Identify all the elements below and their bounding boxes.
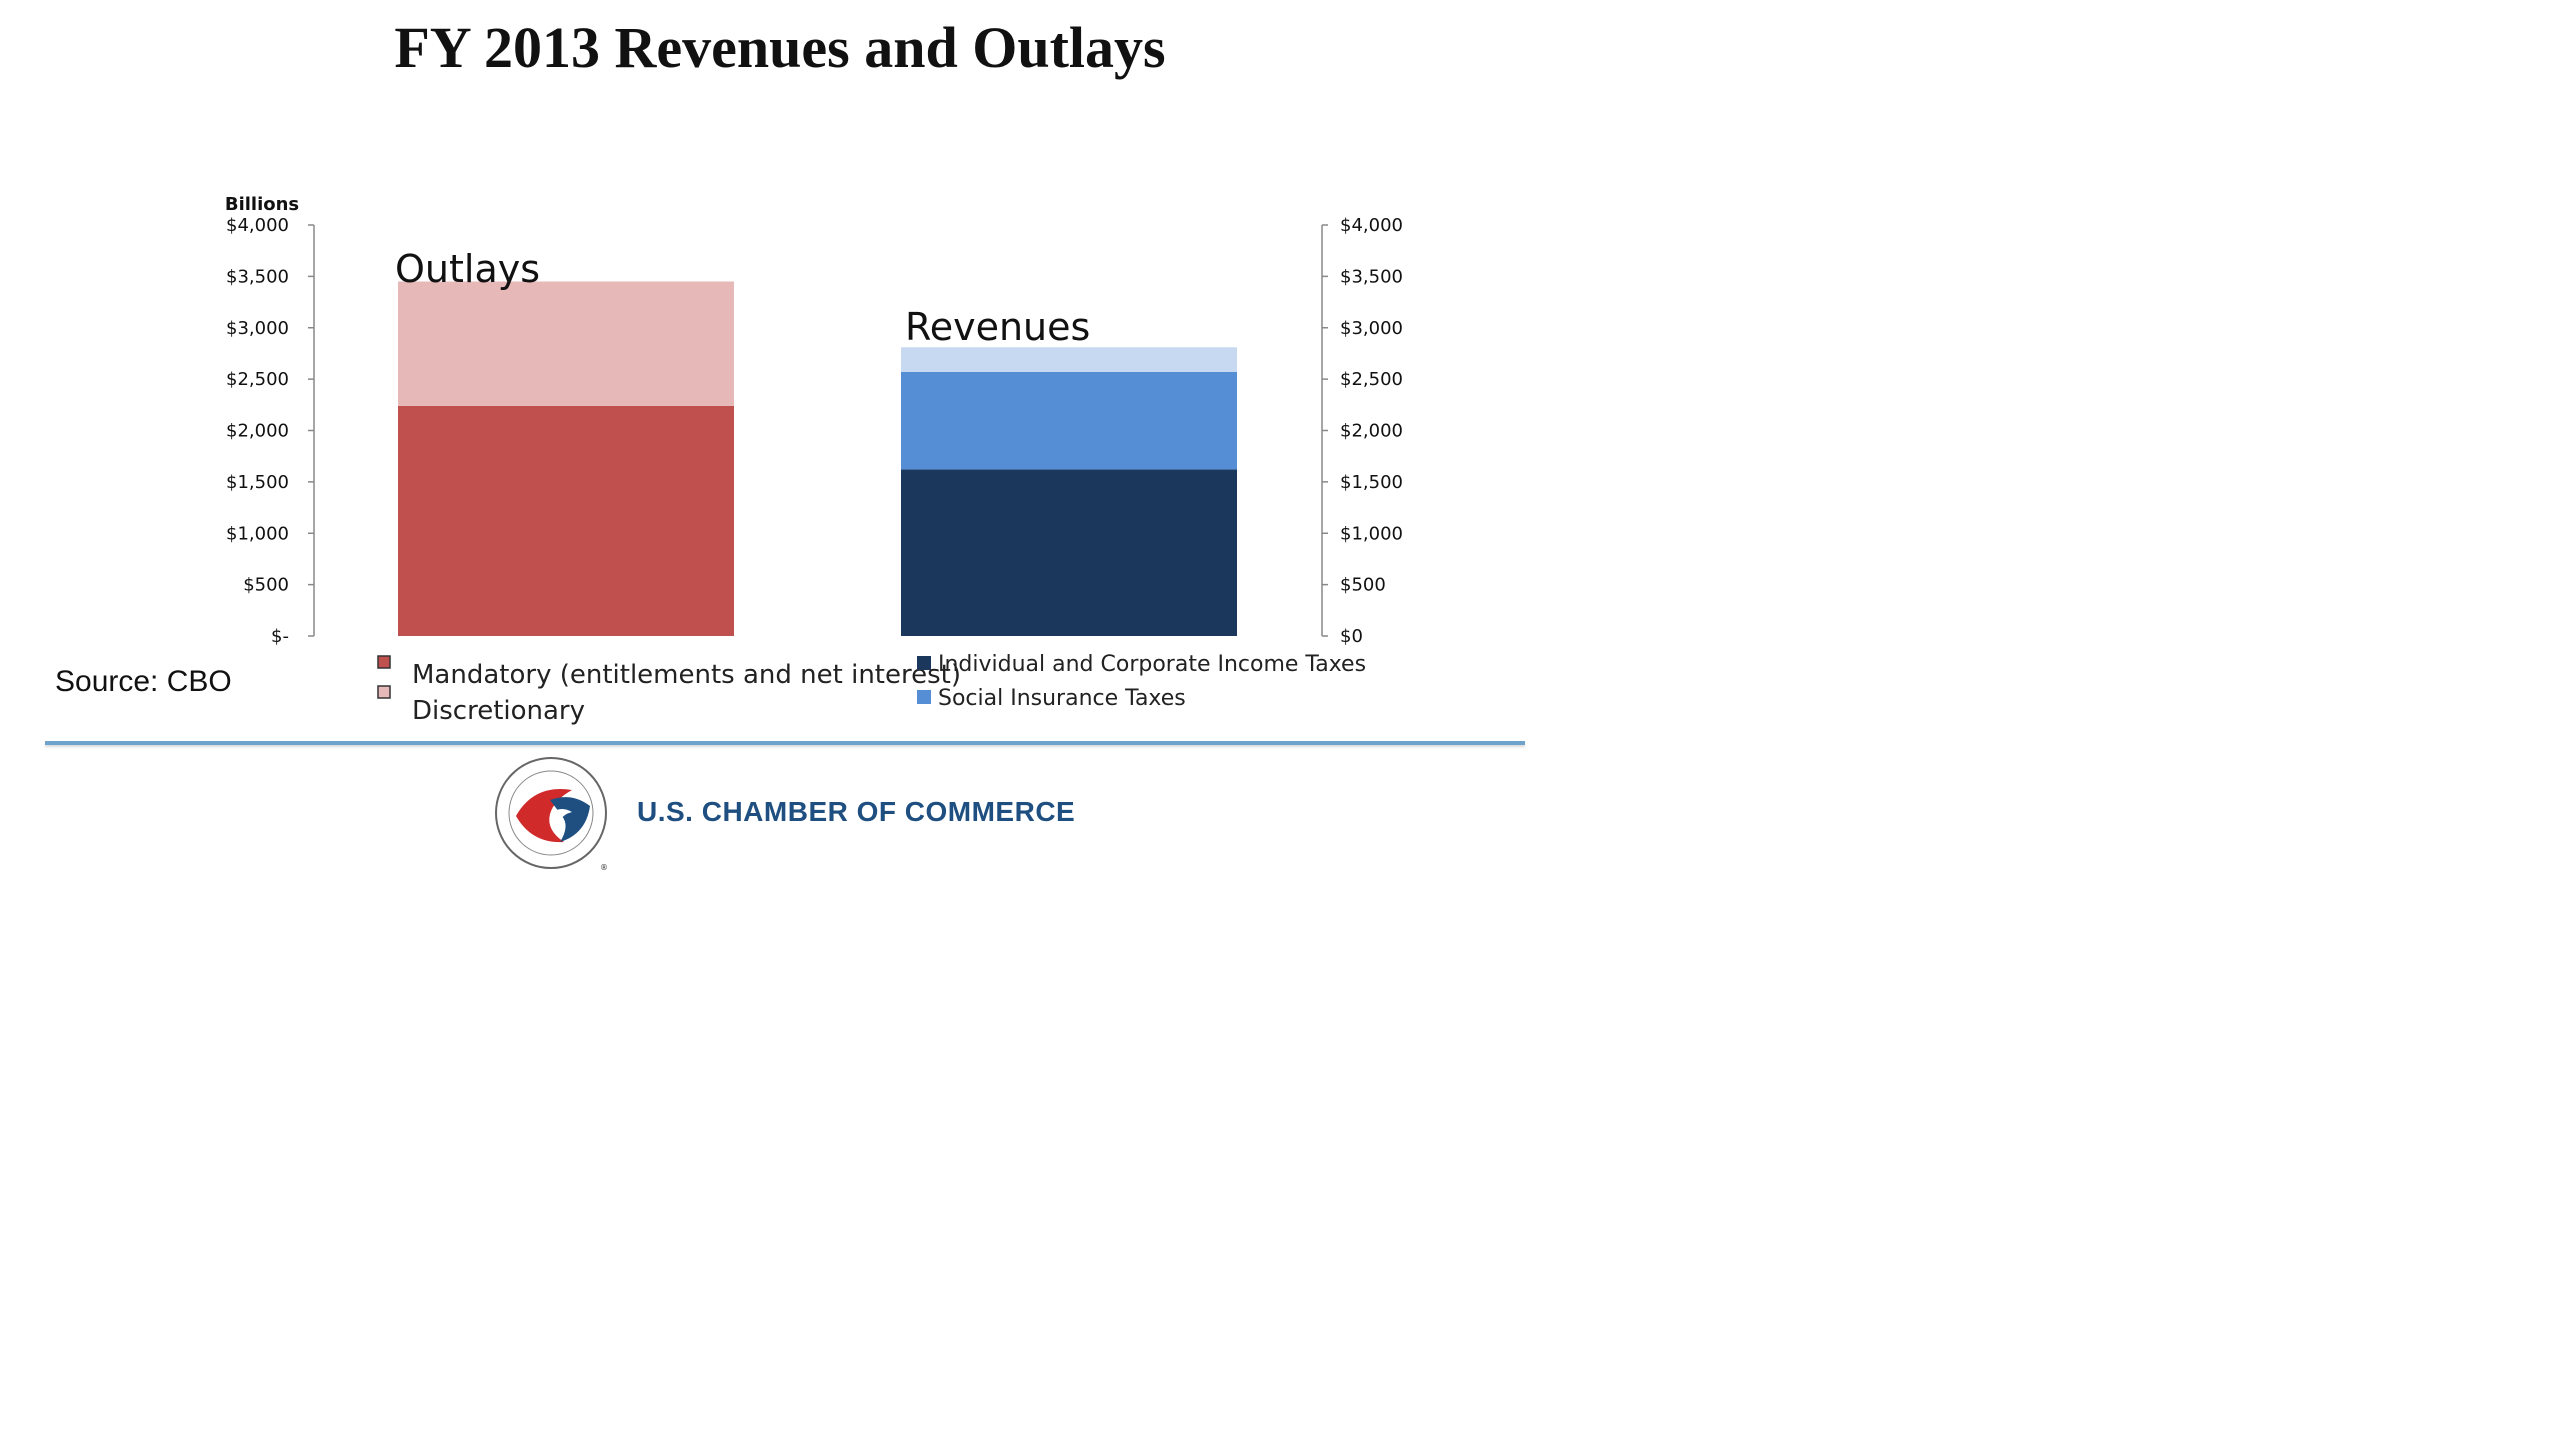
left-tick-label: $2,500 <box>226 369 289 390</box>
chamber-seal-logo: ® <box>495 757 608 872</box>
right-tick-label: $1,500 <box>1340 472 1403 493</box>
bar-segment-outlays-0 <box>398 405 734 636</box>
left-tick-label: $1,000 <box>226 523 289 544</box>
right-tick-label: $3,500 <box>1340 266 1403 287</box>
right-tick-label: $2,500 <box>1340 369 1403 390</box>
left-tick-label: $3,000 <box>226 318 289 339</box>
category-label-revenues: Revenues <box>905 305 1090 349</box>
bar-segment-revenues-4 <box>901 347 1237 372</box>
legend-swatch <box>377 685 391 699</box>
page-title: FY 2013 Revenues and Outlays <box>394 15 1166 80</box>
right-tick-label: $500 <box>1340 575 1386 596</box>
legend-label: Individual and Corporate Income Taxes <box>938 652 1366 677</box>
right-tick-label: $3,000 <box>1340 318 1403 339</box>
revenue-outlay-chart: Billions $-$500$1,000$1,500$2,000$2,500$… <box>225 194 1403 726</box>
left-tick-label: $1,500 <box>226 472 289 493</box>
legend-swatch <box>917 656 931 670</box>
left-tick-label: $4,000 <box>226 215 289 236</box>
y-unit-label: Billions <box>225 194 299 215</box>
right-tick-label: $1,000 <box>1340 523 1403 544</box>
right-tick-label: $4,000 <box>1340 215 1403 236</box>
left-tick-label: $500 <box>243 575 289 596</box>
left-tick-label: $3,500 <box>226 266 289 287</box>
legend: Mandatory (entitlements and net interest… <box>377 652 1366 726</box>
svg-text:®: ® <box>600 863 608 872</box>
right-tick-label: $2,000 <box>1340 421 1403 442</box>
legend-label: Social Insurance Taxes <box>938 686 1186 711</box>
legend-label: Discretionary <box>412 696 585 726</box>
source-note: Source: CBO <box>55 665 232 698</box>
left-tick-label: $2,000 <box>226 421 289 442</box>
legend-swatch <box>917 690 931 704</box>
legend-swatch <box>377 655 391 669</box>
legend-label: Mandatory (entitlements and net interest… <box>412 660 961 690</box>
right-tick-label: $0 <box>1340 626 1363 647</box>
divider <box>45 741 1525 745</box>
bars-group <box>398 281 1237 636</box>
bar-segment-revenues-2 <box>901 469 1237 636</box>
category-label-outlays: Outlays <box>395 247 540 291</box>
right-axis-ticks: $0 $500 $1,000 $1,500 $2,000 $2,500 $3,000 $3,5… <box>1322 215 1403 647</box>
left-axis-ticks: $- $500 $1,000 $1,500 $2,000 $2,500 $3,000 $3,5… <box>226 215 314 647</box>
org-name: U.S. CHAMBER OF COMMERCE <box>637 796 1076 827</box>
bar-segment-revenues-3 <box>901 371 1237 470</box>
bar-segment-outlays-1 <box>398 281 734 406</box>
left-tick-label: $- <box>271 626 289 647</box>
